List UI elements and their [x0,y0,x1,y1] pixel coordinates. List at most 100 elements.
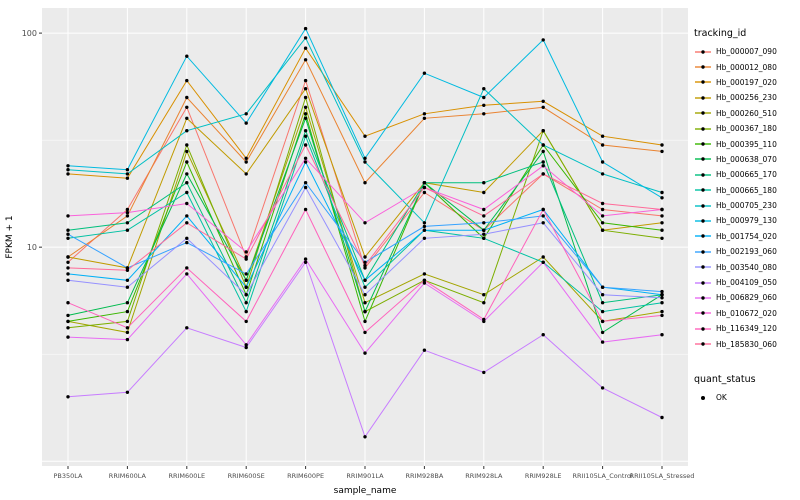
data-point [125,214,130,218]
data-point [185,149,189,154]
data-point [303,143,308,147]
data-point [244,250,248,254]
data-point [303,87,308,91]
data-point [660,236,664,240]
legend: tracking_id Hb_000007_090 Hb_000012_080 Hb… [694,28,800,405]
legend-key-point [701,296,705,300]
data-point [303,181,308,185]
data-point [541,214,545,218]
data-point [244,156,248,160]
data-point [363,260,367,264]
legend-key-point [701,203,705,208]
data-point [66,214,70,218]
data-point [422,112,427,116]
data-point [185,78,189,83]
x-tick-label: RRIM901LA [346,472,384,480]
legend-key-line-icon [695,80,711,85]
legend-key-line-icon [695,296,711,300]
data-point [422,181,427,185]
data-point [600,319,605,324]
legend-item-Hb_185830_060: Hb_185830_060 [694,336,800,351]
data-point [422,272,427,276]
data-point [600,221,605,225]
data-point [66,168,70,172]
data-point [66,228,70,232]
data-point [125,330,130,335]
legend-item-Hb_116349_120: Hb_116349_120 [694,321,800,336]
data-point [66,278,70,282]
data-point [66,301,70,305]
legend-label: Hb_006829_060 [716,293,777,303]
legend-key-point [701,126,705,131]
data-point [600,214,605,218]
data-point [363,301,367,305]
legend-item-Hb_003540_080: Hb_003540_080 [694,259,800,274]
legend-key-line-icon [695,280,711,285]
data-point [125,207,130,212]
data-point [363,319,367,324]
data-point [185,172,189,176]
x-tick-label: RRIM928LA [465,472,503,480]
legend-label: Hb_000256_230 [716,93,777,103]
legend-key-line-icon [695,96,711,100]
data-point [185,129,189,133]
data-point [363,285,367,289]
data-point [185,326,189,330]
legend-key-line-icon [695,111,711,115]
data-point [66,395,70,399]
legend-items-quant-status: OK [694,390,800,405]
legend-key-line-icon [695,342,711,346]
data-point [541,160,545,164]
legend-item-Hb_000665_180: Hb_000665_180 [694,183,800,198]
data-point [185,236,189,240]
y-tick-label: 10 [27,243,37,252]
data-point [244,319,248,324]
data-point [660,289,664,294]
data-point [185,95,189,100]
legend-key-line-icon [695,234,711,239]
data-point [660,333,664,337]
data-point [422,71,427,75]
data-point [482,293,486,297]
data-point [125,285,130,289]
data-point [422,221,427,225]
data-point [600,301,605,305]
data-point [185,181,189,185]
data-point [482,112,486,116]
legend-label: Hb_000012_080 [716,62,777,72]
legend-item-Hb_000705_230: Hb_000705_230 [694,198,800,213]
data-point [303,58,308,62]
legend-label: Hb_000638_070 [716,154,777,164]
data-point [660,293,664,297]
x-tick-label: RRIM600SE [228,472,265,480]
data-point [541,143,545,147]
data-point [660,196,664,200]
data-point [422,348,427,352]
data-point [125,319,130,324]
x-tick-label: RRII105LA_Stressed [630,472,695,480]
data-point [244,345,248,350]
data-point [303,112,308,116]
data-point [660,221,664,225]
data-point [303,78,308,83]
data-point [303,260,308,264]
legend-label: Hb_002193_060 [716,247,777,257]
legend-label: Hb_003540_080 [716,262,777,272]
legend-key-point [701,49,705,54]
data-point [422,236,427,240]
data-points [66,26,664,439]
data-point [660,313,664,318]
data-point [422,278,427,282]
data-point [303,46,308,50]
data-point [185,214,189,218]
x-tick-label: RRIM928BA [405,472,443,480]
data-point [244,172,248,176]
data-point [185,272,189,276]
data-point [244,257,248,261]
data-point [363,160,367,164]
data-point [125,266,130,270]
data-point [303,207,308,212]
x-axis-title: sample_name [333,486,397,496]
legend-label: Hb_000197_020 [716,77,777,87]
legend-key-line-icon [695,157,711,162]
